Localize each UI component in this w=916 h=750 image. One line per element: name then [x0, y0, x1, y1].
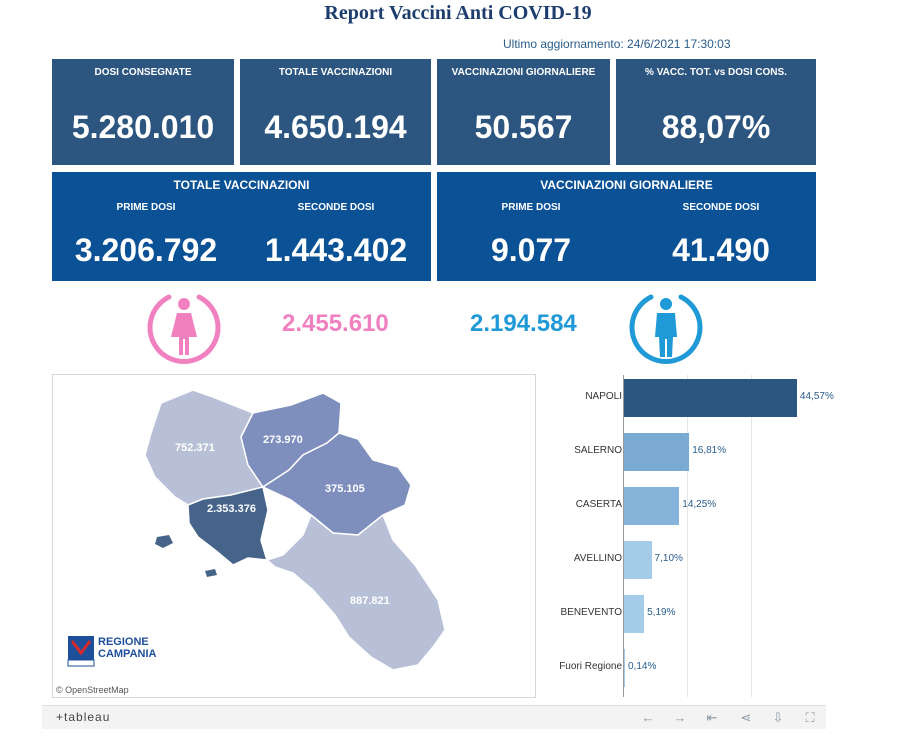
kpi-value: 88,07%: [661, 109, 771, 145]
province-salerno: [260, 513, 446, 671]
kpi-value: 5.280.010: [71, 109, 215, 145]
bar-axis: [623, 375, 624, 697]
bar[interactable]: [624, 649, 625, 687]
download-icon[interactable]: ⇩: [772, 710, 784, 725]
bar-row[interactable]: NAPOLI 44,57%: [548, 375, 834, 419]
campania-map[interactable]: 752.371 273.970 375.105 2.353.376 887.82…: [52, 374, 536, 698]
panel-heading: TOTALE VACCINAZIONI: [173, 178, 310, 192]
map-attribution[interactable]: © OpenStreetMap: [56, 685, 129, 695]
kpi-vaccinazioni-giornaliere: VACCINAZIONI GIORNALIERE 50.567: [437, 59, 610, 165]
last-updated: Ultimo aggiornamento: 24/6/2021 17:30:03: [503, 37, 731, 51]
bar-category-label: SALERNO: [574, 445, 622, 456]
panel-heading: VACCINAZIONI GIORNALIERE: [540, 178, 713, 192]
seconde-dosi-value: 41.490: [672, 232, 770, 268]
panel-vaccinazioni-giornaliere: VACCINAZIONI GIORNALIERE PRIME DOSI SECO…: [437, 172, 816, 281]
tableau-toolbar: +tableau ← → ⇤ ⋖ ⇩ ⛶: [42, 705, 826, 729]
female-count: 2.455.610: [282, 310, 389, 337]
tableau-logo[interactable]: +tableau: [56, 710, 111, 724]
bar-value-label: 44,57%: [799, 391, 834, 402]
bar-row[interactable]: Fuori Regione 0,14%: [548, 645, 818, 689]
prime-dosi-value: 3.206.792: [74, 232, 218, 268]
island-capri: [205, 569, 217, 577]
bar-category-label: NAPOLI: [585, 391, 622, 402]
page-title: Report Vaccini Anti COVID-19: [324, 2, 592, 24]
prime-dosi-label: PRIME DOSI: [116, 202, 176, 213]
map-label-caserta: 752.371: [175, 442, 215, 454]
kpi-value: 50.567: [474, 109, 573, 145]
bar[interactable]: [624, 433, 690, 471]
seconde-dosi-label: SECONDE DOSI: [297, 202, 375, 213]
bar[interactable]: [624, 487, 680, 525]
kpi-totale-vaccinazioni: TOTALE VACCINAZIONI 4.650.194: [240, 59, 431, 165]
kpi-dosi-consegnate: DOSI CONSEGNATE 5.280.010: [52, 59, 234, 165]
bar-value-label: 16,81%: [692, 445, 727, 456]
bar[interactable]: [624, 541, 652, 579]
map-label-salerno: 887.821: [350, 595, 390, 607]
province-bar-chart: NAPOLI 44,57% SALERNO 16,81% CASERTA 14,25% AV…: [548, 375, 834, 697]
bar-row[interactable]: AVELLINO 7,10%: [548, 537, 818, 581]
kpi-label: VACCINAZIONI GIORNALIERE: [451, 67, 596, 78]
bar-row[interactable]: BENEVENTO 5,19%: [548, 591, 818, 635]
male-count: 2.194.584: [470, 310, 577, 337]
grid-line: [751, 375, 752, 697]
seconde-dosi-value: 1.443.402: [264, 232, 408, 268]
bar-value-label: 5,19%: [647, 607, 676, 618]
island-ischia: [155, 535, 173, 548]
bar-category-label: BENEVENTO: [560, 607, 623, 618]
map-label-avellino: 375.105: [325, 483, 365, 495]
prime-dosi-label: PRIME DOSI: [501, 202, 561, 213]
bar-row[interactable]: CASERTA 14,25%: [548, 483, 818, 527]
redo-icon[interactable]: →: [673, 710, 687, 725]
map-svg: [144, 389, 446, 671]
kpi-label: % VACC. TOT. vs DOSI CONS.: [645, 67, 787, 78]
kpi-label: TOTALE VACCINAZIONI: [278, 67, 393, 78]
kpi-value: 4.650.194: [264, 109, 407, 145]
bar[interactable]: [624, 595, 645, 633]
kpi-percent-vacc: % VACC. TOT. vs DOSI CONS. 88,07%: [616, 59, 816, 165]
shield-icon: [67, 636, 95, 667]
bar[interactable]: [624, 379, 797, 417]
bar-value-label: 7,10%: [654, 553, 683, 564]
map-label-napoli: 2.353.376: [207, 503, 256, 515]
undo-icon[interactable]: ←: [641, 710, 655, 725]
bar-category-label: CASERTA: [575, 499, 622, 510]
seconde-dosi-label: SECONDE DOSI: [682, 202, 760, 213]
bar-value-label: 14,25%: [682, 499, 717, 510]
revert-icon[interactable]: ⇤: [706, 710, 718, 725]
bar-category-label: AVELLINO: [573, 553, 622, 564]
prime-dosi-value: 9.077: [490, 232, 572, 268]
fullscreen-icon[interactable]: ⛶: [805, 710, 815, 725]
grid-line: [687, 375, 688, 697]
bar-row[interactable]: SALERNO 16,81%: [548, 429, 818, 473]
share-icon[interactable]: ⋖: [740, 710, 752, 725]
kpi-label: DOSI CONSEGNATE: [94, 67, 192, 78]
logo-text-line1: REGIONE: [98, 636, 149, 648]
bar-value-label: 0,14%: [628, 661, 657, 672]
female-icon: [147, 294, 221, 365]
logo-text-line2: CAMPANIA: [98, 648, 157, 660]
panel-totale-vaccinazioni: TOTALE VACCINAZIONI PRIME DOSI SECONDE D…: [52, 172, 431, 281]
regione-campania-logo: REGIONE CAMPANIA: [67, 635, 167, 667]
bar-category-label: Fuori Regione: [559, 661, 622, 672]
male-icon: [629, 294, 703, 365]
map-label-benevento: 273.970: [263, 434, 303, 446]
